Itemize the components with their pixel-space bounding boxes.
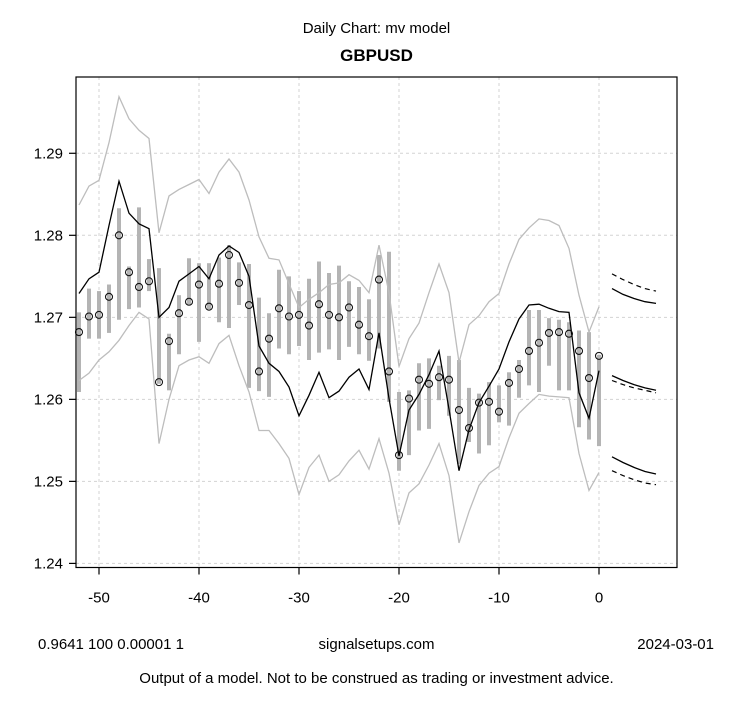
close-marker <box>84 312 94 321</box>
y-tick-label: 1.26 <box>34 391 63 408</box>
close-marker <box>544 328 554 337</box>
close-marker <box>554 328 564 337</box>
close-marker <box>414 375 424 384</box>
close-marker <box>314 300 324 309</box>
close-marker <box>444 375 454 384</box>
y-tick-label: 1.27 <box>34 309 63 326</box>
close-marker <box>134 282 144 292</box>
upper-forecast-solid-line <box>611 288 657 305</box>
close-marker <box>194 280 204 289</box>
close-marker <box>374 275 384 284</box>
plot-border <box>75 76 678 569</box>
lower-forecast-dashed-line <box>611 470 657 486</box>
close-marker <box>494 407 504 416</box>
close-marker <box>534 338 544 347</box>
close-marker <box>264 334 274 343</box>
close-marker <box>324 310 334 319</box>
close-marker <box>364 332 374 341</box>
lower-band-line <box>78 311 600 544</box>
y-tick-label: 1.28 <box>34 227 63 244</box>
close-marker <box>234 278 244 287</box>
disclaimer-text: Output of a model. Not to be construed a… <box>139 670 614 687</box>
median-forecast-solid-line <box>611 375 657 391</box>
close-marker <box>284 312 294 321</box>
close-marker <box>274 304 284 313</box>
high-low-bars <box>77 207 601 471</box>
close-marker <box>244 300 254 310</box>
close-marker <box>474 398 484 407</box>
y-tick-label: 1.29 <box>34 145 63 162</box>
x-tick-label: -20 <box>388 590 410 607</box>
x-tick-label: 0 <box>595 590 603 607</box>
x-tick-label: -10 <box>488 590 510 607</box>
x-tick-label: -40 <box>188 590 210 607</box>
close-marker <box>344 303 354 312</box>
close-marker <box>114 231 124 240</box>
close-marker <box>454 405 464 415</box>
y-tick-label: 1.24 <box>34 555 63 572</box>
close-marker <box>384 367 394 376</box>
close-marker <box>574 346 584 356</box>
close-marker <box>154 378 164 387</box>
close-marker <box>484 397 494 406</box>
date-text: 2024-03-01 <box>637 636 714 653</box>
close-marker <box>514 364 524 374</box>
close-marker <box>204 302 214 311</box>
close-marker <box>524 346 534 356</box>
upper-forecast-dashed-line <box>611 273 657 292</box>
close-marker <box>104 292 114 301</box>
close-marker <box>404 394 414 403</box>
close-marker <box>214 279 224 288</box>
close-marker <box>184 297 194 306</box>
close-marker <box>144 277 154 286</box>
close-marker <box>174 309 184 318</box>
close-marker <box>424 379 434 388</box>
close-marker <box>394 451 404 460</box>
website-text: signalsetups.com <box>318 636 435 653</box>
median-forecast-dashed-line <box>611 379 657 394</box>
symbol-title: GBPUSD <box>340 46 413 65</box>
close-marker <box>584 373 594 383</box>
close-marker <box>94 310 104 319</box>
close-marker <box>164 337 174 346</box>
page-title: Daily Chart: mv model <box>302 20 451 37</box>
x-tick-label: -50 <box>88 590 110 607</box>
close-marker <box>304 321 314 330</box>
forecast-lines <box>611 273 657 486</box>
close-marker <box>124 268 134 277</box>
close-marker <box>224 250 234 260</box>
lower-forecast-solid-line <box>611 456 657 475</box>
gridlines <box>76 77 677 568</box>
x-axis-labels: -50 -40 -30 -20 -10 0 <box>88 590 603 607</box>
close-marker <box>354 320 364 329</box>
y-tick-label: 1.25 <box>34 473 63 490</box>
close-marker <box>564 329 574 338</box>
close-marker <box>504 378 514 387</box>
y-axis-labels: 1.24 1.25 1.26 1.27 1.28 1.29 <box>34 145 63 572</box>
close-marker <box>594 351 604 360</box>
x-tick-label: -30 <box>288 590 310 607</box>
close-marker <box>294 310 304 319</box>
model-line <box>78 178 600 471</box>
close-marker <box>334 313 344 322</box>
model-params-text: 0.9641 100 0.00001 1 <box>38 636 184 653</box>
upper-band-line <box>78 94 600 367</box>
close-markers <box>74 231 604 460</box>
close-marker <box>254 367 264 376</box>
close-marker <box>434 373 444 382</box>
axis-ticks <box>69 152 600 575</box>
close-marker <box>464 424 474 433</box>
